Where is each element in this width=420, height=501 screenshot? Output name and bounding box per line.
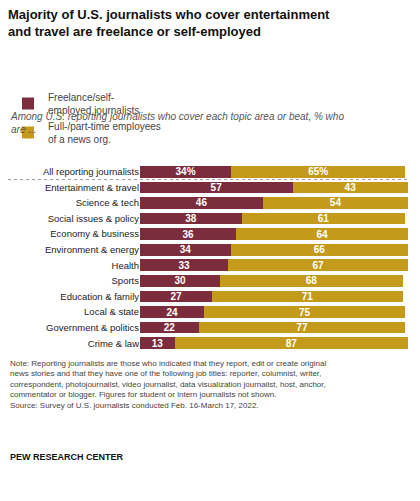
svg-text:61: 61 (318, 213, 330, 224)
svg-text:66: 66 (314, 244, 326, 255)
svg-text:Crime & law: Crime & law (88, 338, 139, 349)
svg-text:Local & state: Local & state (84, 306, 139, 317)
svg-text:Entertainment & travel: Entertainment & travel (45, 182, 139, 193)
svg-text:Sports: Sports (112, 275, 140, 286)
svg-text:All reporting journalists: All reporting journalists (43, 166, 139, 177)
svg-text:36: 36 (182, 229, 194, 240)
svg-text:27: 27 (170, 291, 182, 302)
svg-text:Health: Health (112, 260, 139, 271)
svg-text:68: 68 (306, 275, 318, 286)
svg-text:65%: 65% (308, 166, 328, 177)
svg-text:77: 77 (296, 322, 308, 333)
svg-text:22: 22 (164, 322, 176, 333)
svg-text:13: 13 (152, 338, 164, 349)
svg-text:57: 57 (211, 182, 223, 193)
svg-text:Full-/part-time employeesof a: Full-/part-time employeesof a news org. (48, 121, 161, 145)
svg-text:54: 54 (330, 197, 342, 208)
svg-text:Science & tech: Science & tech (76, 197, 139, 208)
svg-text:87: 87 (286, 338, 298, 349)
svg-text:PEW RESEARCH CENTER: PEW RESEARCH CENTER (10, 452, 124, 462)
svg-text:Environment & energy: Environment & energy (45, 244, 139, 255)
svg-text:Education & family: Education & family (60, 291, 139, 302)
svg-text:67: 67 (312, 260, 324, 271)
svg-text:Majority of U.S. journalists w: Majority of U.S. journalists who cover e… (8, 7, 330, 39)
svg-text:30: 30 (174, 275, 186, 286)
svg-text:46: 46 (196, 197, 208, 208)
svg-text:Social issues & policy: Social issues & policy (48, 213, 140, 224)
svg-text:33: 33 (178, 260, 190, 271)
svg-text:Economy & business: Economy & business (50, 228, 139, 239)
svg-text:Freelance/self-employed journa: Freelance/self-employed journalists (48, 92, 139, 116)
svg-text:64: 64 (316, 229, 328, 240)
svg-text:71: 71 (302, 291, 314, 302)
svg-text:34%: 34% (175, 166, 195, 177)
svg-text:34: 34 (180, 244, 192, 255)
svg-text:Note: Reporting journalists ar: Note: Reporting journalists are those wh… (10, 359, 326, 410)
svg-text:24: 24 (166, 307, 178, 318)
svg-text:38: 38 (185, 213, 197, 224)
svg-text:43: 43 (345, 182, 357, 193)
svg-text:Among U.S. reporting journalis: Among U.S. reporting journalists who cov… (10, 111, 344, 135)
svg-text:75: 75 (299, 307, 311, 318)
svg-text:Government & politics: Government & politics (46, 322, 139, 333)
